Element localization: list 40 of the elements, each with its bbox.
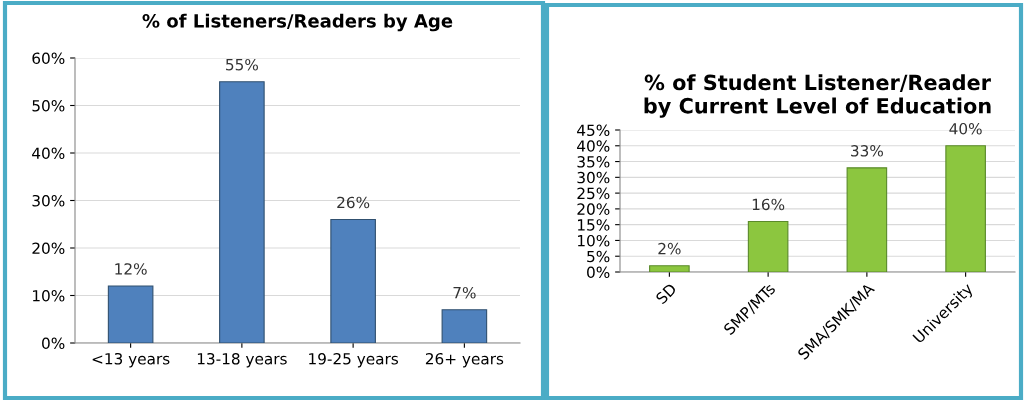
bar: [649, 265, 690, 272]
y-tick-label: 40%: [577, 140, 610, 152]
y-tick-label: 10%: [578, 234, 610, 247]
y-tick-label: 20%: [577, 203, 610, 215]
y-tick-label: 15%: [578, 219, 610, 231]
y-tick-label: 5%: [587, 250, 610, 263]
bar: [107, 285, 154, 343]
data-label: 33%: [851, 145, 884, 157]
bar: [945, 145, 986, 272]
y-tick-label: 25%: [577, 187, 610, 200]
bar: [747, 220, 789, 272]
y-tick-label: 40%: [32, 147, 65, 160]
y-tick-label: 10%: [33, 289, 65, 302]
data-label: 40%: [949, 122, 982, 135]
y-tick-label: 60%: [32, 52, 65, 65]
bar: [219, 81, 265, 343]
data-label: 2%: [658, 242, 681, 255]
chart-title: % of Listeners/Readers by Age: [142, 13, 453, 32]
x-tick-label: 13-18 years: [197, 352, 287, 368]
data-label: 12%: [115, 263, 147, 275]
data-label: 55%: [226, 58, 259, 71]
x-tick-label: <13 years: [92, 352, 170, 368]
y-tick-label: 30%: [32, 194, 65, 207]
y-tick-label: 50%: [32, 99, 65, 112]
x-tick-label: 19-25 years: [309, 352, 399, 368]
bar: [846, 167, 888, 272]
chart-title: % of Student Listener/Reader by Current Level of Education: [644, 74, 991, 118]
data-label: 16%: [752, 198, 785, 211]
y-tick-label: 30%: [577, 171, 610, 184]
y-tick-label: 45%: [577, 124, 610, 137]
bar: [330, 218, 376, 343]
data-label: 26%: [337, 196, 370, 209]
y-tick-label: 0%: [587, 266, 610, 279]
x-tick-label: 26+ years: [425, 352, 504, 368]
bar: [441, 309, 488, 343]
y-tick-label: 20%: [32, 242, 65, 255]
y-tick-label: 0%: [42, 337, 65, 350]
y-tick-label: 35%: [577, 156, 610, 168]
x-tick-label: SD: [655, 282, 678, 305]
data-label: 7%: [453, 286, 476, 299]
